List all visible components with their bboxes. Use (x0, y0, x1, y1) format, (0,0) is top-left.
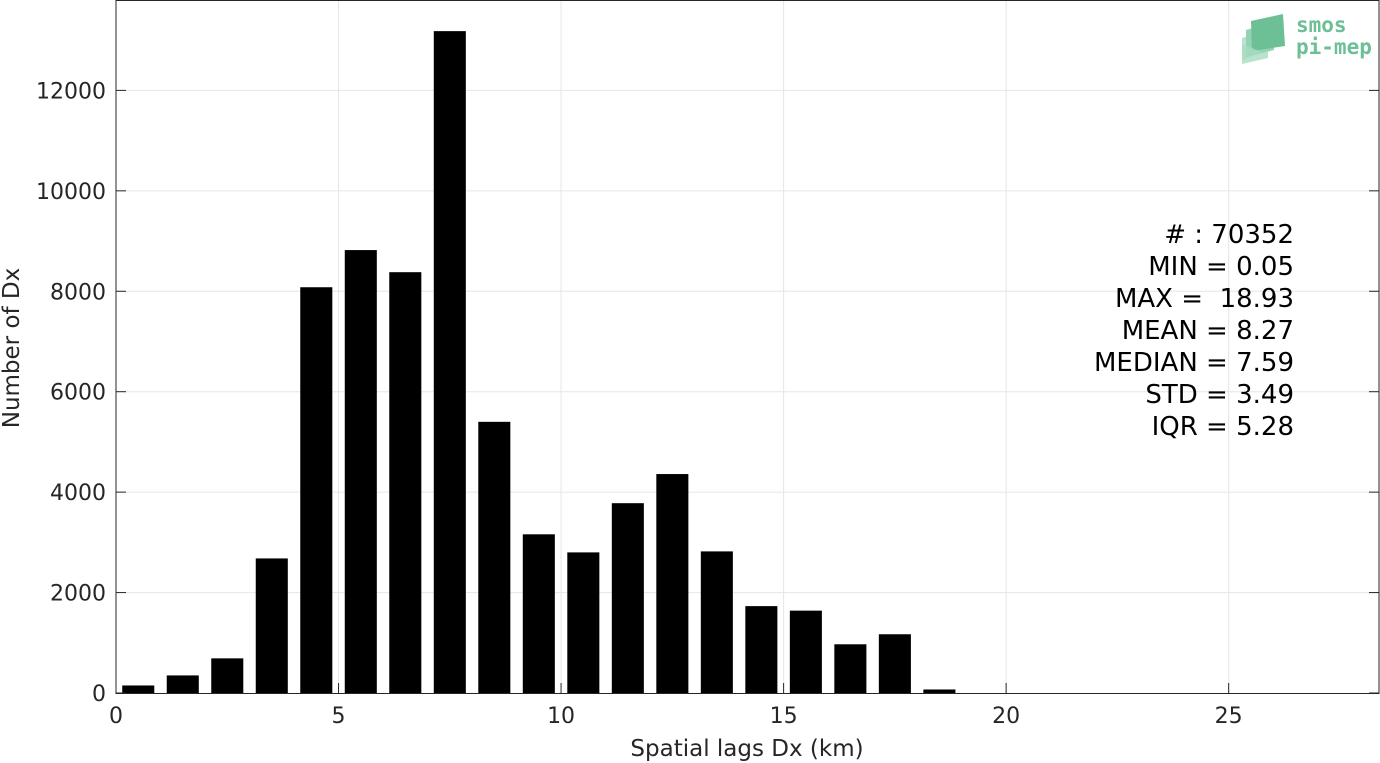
plot-frame (115, 0, 1380, 694)
histogram-bar (255, 558, 288, 693)
y-tick-label: 4000 (50, 481, 106, 506)
stats-annotation: # : 70352 MIN = 0.05 MAX = 18.93 MEAN = … (1094, 220, 1294, 442)
histogram-bar (344, 250, 377, 693)
x-tick-label: 0 (109, 704, 123, 729)
logo-text-line1: smos (1296, 13, 1347, 37)
y-tick-label: 10000 (36, 180, 106, 205)
smos-pi-mep-logo: smos pi-mep (1242, 13, 1372, 64)
y-axis-title: Number of Dx (0, 268, 25, 429)
x-tick-label: 5 (332, 704, 346, 729)
stat-min: MIN = 0.05 (1148, 252, 1294, 282)
y-tick-label: 8000 (50, 280, 106, 305)
histogram-bar (700, 551, 733, 693)
histogram-bar (166, 675, 199, 693)
logo-layers-icon (1242, 14, 1285, 64)
axis-ticks: 0 5 10 15 20 25 0 2000 4000 6000 8000 10000 12000 (36, 79, 1379, 729)
histogram-bars (122, 31, 956, 693)
histogram-bar (745, 606, 778, 693)
histogram-bar (389, 272, 422, 693)
histogram-bar (923, 689, 956, 693)
histogram-bar (122, 685, 155, 693)
histogram-bar (478, 421, 511, 693)
histogram-bar (789, 610, 822, 693)
x-tick-label: 15 (770, 704, 798, 729)
histogram-bar (522, 534, 555, 693)
y-tick-label: 0 (92, 682, 106, 707)
histogram-bar (433, 31, 466, 693)
stat-iqr: IQR = 5.28 (1152, 412, 1294, 442)
x-axis-title: Spatial lags Dx (km) (630, 736, 863, 762)
x-tick-label: 20 (992, 704, 1020, 729)
x-tick-label: 10 (547, 704, 575, 729)
stat-median: MEDIAN = 7.59 (1094, 348, 1294, 378)
y-tick-label: 2000 (50, 582, 106, 607)
y-tick-label: 6000 (50, 381, 106, 406)
stat-std: STD = 3.49 (1145, 380, 1294, 410)
stat-max: MAX = 18.93 (1115, 284, 1294, 314)
logo-text-line2: pi-mep (1296, 35, 1372, 59)
histogram-bar (834, 644, 867, 693)
y-tick-label: 12000 (36, 79, 106, 104)
x-tick-label: 25 (1215, 704, 1243, 729)
histogram-bar (567, 552, 600, 693)
histogram-bar (611, 503, 644, 693)
stat-mean: MEAN = 8.27 (1122, 316, 1294, 346)
histogram-bar (300, 287, 333, 693)
histogram-bar (211, 658, 244, 693)
histogram-bar (878, 634, 911, 693)
histogram-bar (656, 474, 689, 693)
stat-count: # : 70352 (1164, 220, 1294, 250)
